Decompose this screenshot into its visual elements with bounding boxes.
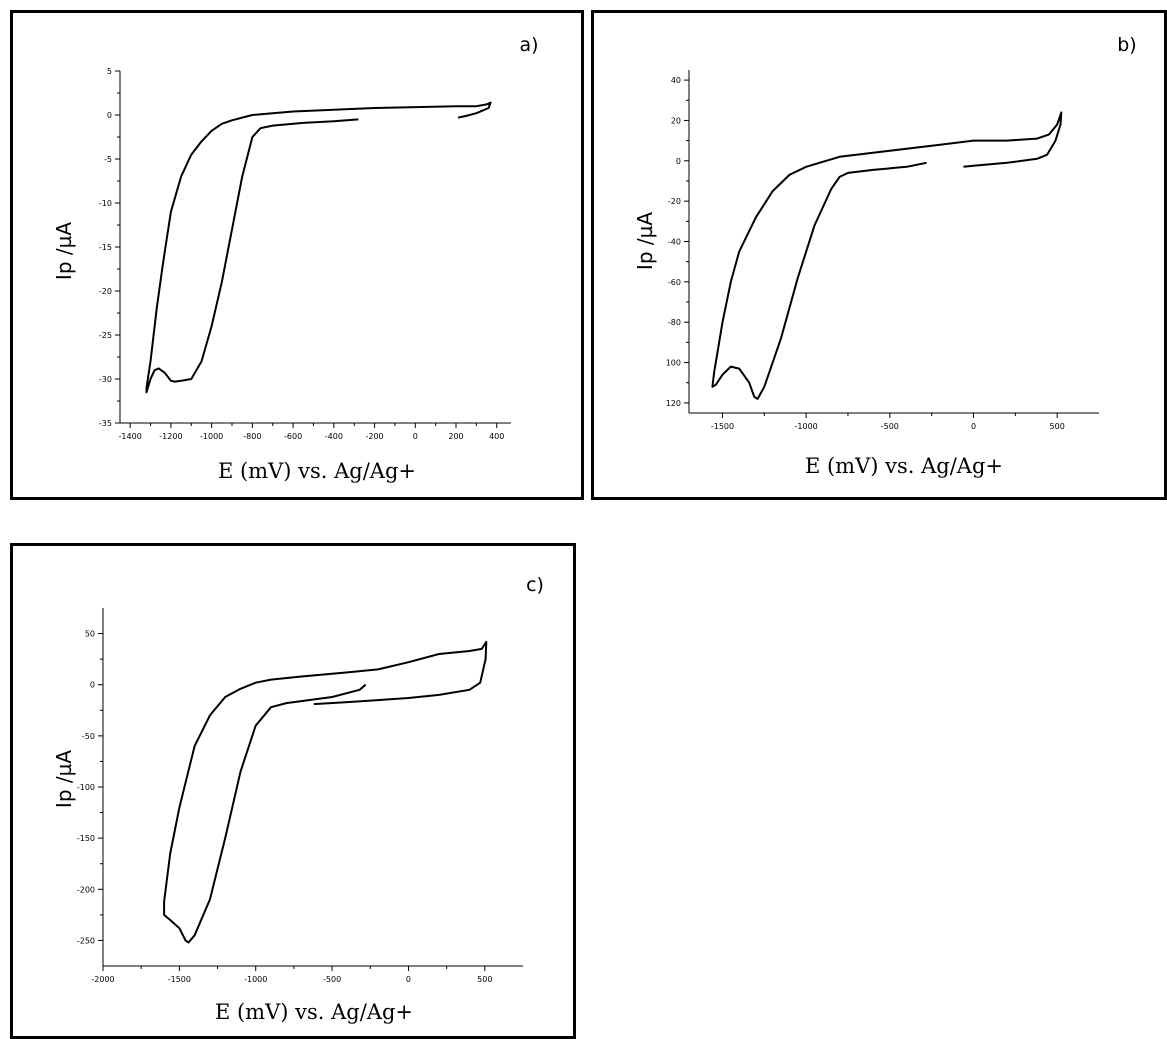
x-tick-label: -1000	[200, 432, 223, 441]
y-tick-label: 100	[666, 359, 681, 368]
panel-a: -1400 -1200 -1000 -800 -600 -400 -200 0 200 400 5 0…	[10, 10, 584, 500]
x-tick-label: -1000	[795, 422, 818, 431]
y-tick-label: 0	[676, 157, 681, 166]
y-tick-label: 20	[671, 116, 681, 125]
panel-c: -2000 -1500 -1000 -500 0 500 50 0 -50 -100 -150 -20…	[10, 543, 576, 1039]
x-tick-label: -1500	[168, 975, 191, 984]
x-tick-label: 500	[477, 975, 492, 984]
cv-curve	[711, 111, 1063, 400]
x-tick-label: 0	[406, 975, 411, 984]
panel-letter: c)	[526, 574, 544, 596]
x-axis-label: E (mV) vs. Ag/Ag+	[805, 454, 1003, 478]
x-axis-label: E (mV) vs. Ag/Ag+	[218, 459, 416, 483]
y-tick-label: -10	[99, 199, 112, 208]
x-axis-label: E (mV) vs. Ag/Ag+	[215, 1000, 413, 1024]
y-axis-label: Ip /µA	[52, 222, 76, 280]
x-tick-label: 200	[448, 432, 463, 441]
y-tick-label: -50	[82, 732, 95, 741]
y-tick-label: -40	[668, 238, 681, 247]
cv-curve	[145, 101, 492, 394]
y-tick-label: -150	[77, 834, 95, 843]
y-tick-label: -5	[104, 155, 112, 164]
x-tick-label: -500	[323, 975, 341, 984]
chart-c-svg: -2000 -1500 -1000 -500 0 500500-50-100-150-20…	[52, 574, 544, 1024]
panel-b: -1500 -1000 -500 0 500 40 20 0 -20 -40 -60 -80 100 12…	[591, 10, 1167, 500]
y-tick-label: 120	[666, 399, 681, 408]
x-tick-label: -600	[284, 432, 302, 441]
y-axis-label: Ip /µA	[52, 750, 76, 808]
y-tick-label: 5	[107, 67, 112, 76]
panel-letter: a)	[519, 34, 538, 56]
y-tick-label: 50	[85, 630, 95, 639]
x-tick-label: -1000	[244, 975, 267, 984]
x-tick-label: 0	[971, 422, 976, 431]
y-axis-label: Ip /µA	[633, 212, 657, 270]
y-tick-label: -250	[77, 936, 95, 945]
y-tick-label: -200	[77, 885, 95, 894]
y-tick-label: 0	[90, 681, 95, 690]
y-tick-label: -20	[99, 287, 112, 296]
y-tick-label: -15	[99, 243, 112, 252]
y-tick-label: -80	[668, 318, 681, 327]
cv-curve	[163, 640, 488, 944]
x-tick-label: 400	[489, 432, 504, 441]
x-tick-label: -2000	[91, 975, 114, 984]
panel-letter: b)	[1117, 34, 1136, 56]
y-tick-label: -35	[99, 419, 112, 428]
x-tick-label: 0	[413, 432, 418, 441]
x-tick-label: -1400	[119, 432, 142, 441]
x-tick-label: -200	[365, 432, 383, 441]
y-tick-label: 0	[107, 111, 112, 120]
x-tick-label: -1200	[159, 432, 182, 441]
y-tick-label: -100	[77, 783, 95, 792]
y-tick-label: -25	[99, 331, 112, 340]
y-tick-label: -60	[668, 278, 681, 287]
y-tick-label: -20	[668, 197, 681, 206]
y-tick-label: -30	[99, 375, 112, 384]
chart-a-svg: -1400 -1200 -1000 -800 -600 -400 -200 0 200 400 5 0…	[52, 34, 539, 483]
y-tick-label: 40	[671, 76, 681, 85]
x-tick-label: -500	[881, 422, 899, 431]
x-tick-label: -400	[325, 432, 343, 441]
x-tick-label: 500	[1050, 422, 1065, 431]
x-tick-label: -1500	[711, 422, 734, 431]
chart-b-svg: -1500 -1000 -500 0 500 40 20 0 -20 -40 -60 -80 100 12…	[633, 34, 1137, 478]
x-tick-label: -800	[243, 432, 261, 441]
